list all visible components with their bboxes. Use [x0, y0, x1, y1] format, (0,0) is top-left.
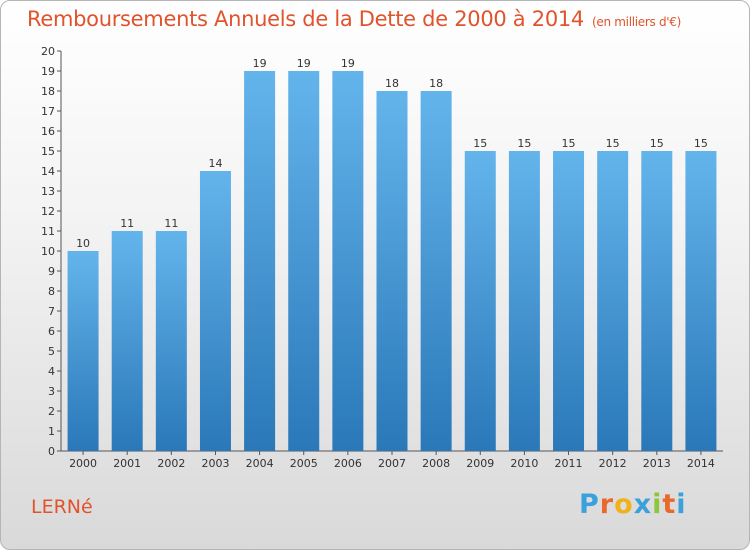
x-tick-label: 2010 [510, 457, 538, 470]
bar [244, 71, 276, 451]
data-label: 15 [650, 137, 664, 150]
y-tick-label: 15 [41, 145, 55, 158]
bar [199, 171, 231, 451]
bar [288, 71, 320, 451]
y-tick-label: 14 [41, 165, 55, 178]
title-text: Remboursements Annuels de la Dette de 20… [27, 7, 584, 31]
x-tick-label: 2001 [113, 457, 141, 470]
data-label: 15 [694, 137, 708, 150]
commune-name: LERNé [31, 496, 93, 518]
logo-letter: t [662, 489, 677, 520]
x-tick-label: 2000 [69, 457, 97, 470]
x-tick-label: 2004 [246, 457, 274, 470]
data-label: 14 [208, 157, 222, 170]
x-tick-label: 2012 [599, 457, 627, 470]
bar [685, 151, 717, 451]
y-tick-label: 5 [48, 345, 55, 358]
y-tick-label: 2 [48, 405, 55, 418]
x-tick-label: 2002 [157, 457, 185, 470]
chart-title: Remboursements Annuels de la Dette de 20… [27, 7, 681, 31]
logo-letter: o [614, 489, 634, 520]
x-tick-label: 2008 [422, 457, 450, 470]
bar [641, 151, 673, 451]
x-tick-label: 2014 [687, 457, 715, 470]
y-tick-label: 19 [41, 65, 55, 78]
data-label: 10 [76, 237, 90, 250]
y-tick-label: 0 [48, 445, 55, 458]
proxiti-logo: Proxiti [579, 489, 687, 520]
x-tick-label: 2009 [466, 457, 494, 470]
y-tick-label: 4 [48, 365, 55, 378]
data-label: 18 [385, 77, 399, 90]
y-tick-label: 9 [48, 265, 55, 278]
bar [508, 151, 540, 451]
logo-letter: i [676, 489, 687, 520]
y-tick-label: 3 [48, 385, 55, 398]
y-tick-label: 13 [41, 185, 55, 198]
data-label: 15 [473, 137, 487, 150]
y-tick-label: 20 [41, 45, 55, 58]
logo-letter: P [579, 489, 600, 520]
data-label: 15 [606, 137, 620, 150]
x-tick-label: 2006 [334, 457, 362, 470]
bar [553, 151, 585, 451]
unit-label: (en milliers d'€) [592, 15, 682, 29]
y-tick-label: 7 [48, 305, 55, 318]
bar [376, 91, 408, 451]
data-label: 15 [517, 137, 531, 150]
x-tick-label: 2005 [290, 457, 318, 470]
y-tick-label: 10 [41, 245, 55, 258]
y-tick-label: 6 [48, 325, 55, 338]
logo-letter: x [633, 489, 653, 520]
x-tick-label: 2013 [643, 457, 671, 470]
logo-letter: i [652, 489, 663, 520]
y-tick-label: 12 [41, 205, 55, 218]
data-label: 19 [297, 57, 311, 70]
data-label: 15 [562, 137, 576, 150]
bars: 10 11 11 14 19 19 19 18 18 15 15 15 15 15 15 [67, 57, 717, 451]
logo-letter: r [599, 489, 615, 520]
data-label: 19 [341, 57, 355, 70]
bar [464, 151, 496, 451]
y-tick-label: 8 [48, 285, 55, 298]
data-label: 11 [164, 217, 178, 230]
x-tick-label: 2007 [378, 457, 406, 470]
bar [420, 91, 452, 451]
y-tick-label: 18 [41, 85, 55, 98]
y-tick-label: 16 [41, 125, 55, 138]
bar [597, 151, 629, 451]
data-label: 19 [253, 57, 267, 70]
y-tick-label: 11 [41, 225, 55, 238]
y-tick-label: 1 [48, 425, 55, 438]
data-label: 18 [429, 77, 443, 90]
bar [111, 231, 143, 451]
x-tick-label: 2011 [555, 457, 583, 470]
bar [332, 71, 364, 451]
bar [67, 251, 99, 451]
y-tick-label: 17 [41, 105, 55, 118]
data-label: 11 [120, 217, 134, 230]
bar [155, 231, 187, 451]
x-tick-label: 2003 [201, 457, 229, 470]
